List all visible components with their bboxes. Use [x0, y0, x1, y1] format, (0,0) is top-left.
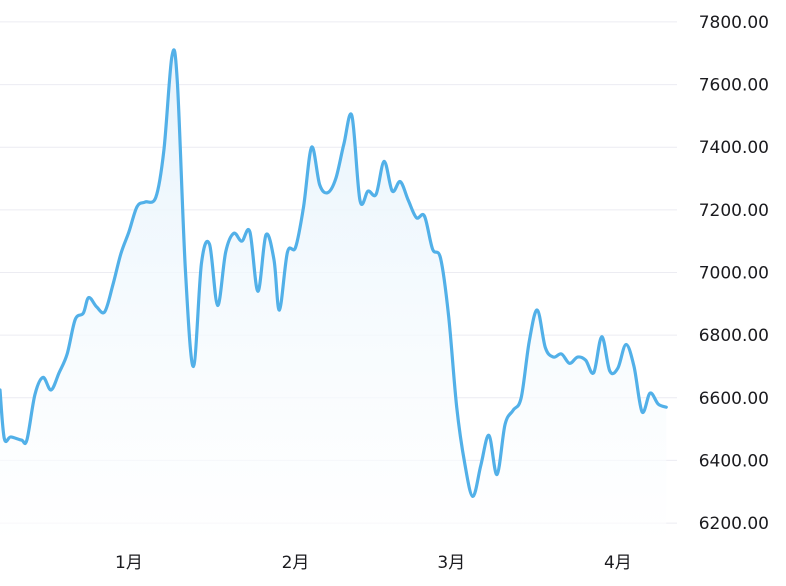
y-tick-label: 6800.00	[699, 326, 769, 346]
y-tick-label: 7000.00	[699, 264, 769, 284]
y-tick-label: 6400.00	[699, 451, 769, 471]
y-tick-label: 7600.00	[699, 76, 769, 96]
x-tick-label: 2月	[282, 553, 310, 573]
x-tick-label: 1月	[115, 553, 143, 573]
y-tick-label: 7400.00	[699, 138, 769, 158]
x-tick-label: 3月	[437, 553, 465, 573]
x-tick-label: 4月	[604, 553, 632, 573]
x-axis-labels: 1月 2月 3月 4月	[115, 553, 632, 573]
series-line	[0, 48, 668, 499]
series-line-layer	[0, 48, 668, 499]
y-axis-labels: 6200.00 6400.00 6600.00 6800.00 7000.00 7200.…	[699, 13, 769, 534]
area-fill-layer	[0, 49, 667, 545]
y-tick-label: 6600.00	[699, 389, 769, 409]
y-tick-label: 6200.00	[699, 514, 769, 534]
series-area-fill	[0, 49, 667, 545]
y-tick-label: 7200.00	[699, 201, 769, 221]
y-tick-label: 7800.00	[699, 13, 769, 33]
